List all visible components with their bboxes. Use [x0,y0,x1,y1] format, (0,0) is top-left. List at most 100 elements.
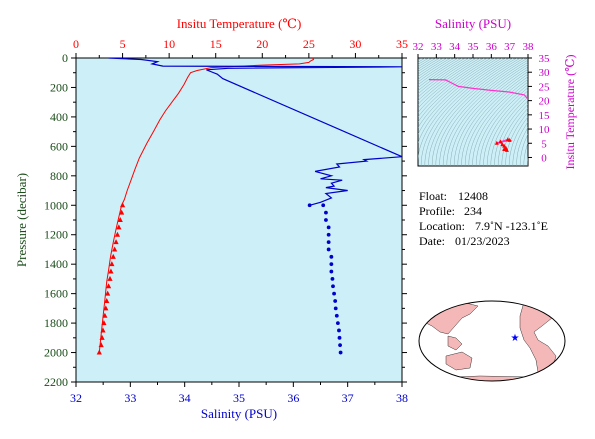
salinity-tick-label: 38 [396,391,408,405]
temperature-tick-label: 0 [73,37,79,51]
density-contour [418,58,455,83]
left-axis-title: Pressure (decibar) [14,173,29,267]
salinity-tick-label: 32 [70,391,82,405]
ts-salinity-tick-label: 34 [449,41,461,53]
density-contour [483,90,528,166]
density-contour [418,58,495,123]
float-location-star: ★ [511,333,520,344]
density-contour [418,58,459,86]
density-contour [523,142,528,166]
density-contour [418,58,466,92]
pressure-tick-label: 2200 [44,375,68,389]
ts-temp-tick-label: 5 [541,138,547,150]
top-axis-title: Insitu Temperature (℃) [177,16,302,31]
pressure-tick-label: 1200 [44,228,68,242]
plot-background [75,57,403,383]
salinity-marker [326,232,331,237]
salinity-marker [329,262,334,267]
salinity-marker [307,203,312,208]
temperature-marker [98,342,104,348]
density-contour [418,58,492,118]
density-contour [418,58,473,98]
salinity-marker [330,277,335,281]
temperature-marker [112,246,118,252]
salinity-marker [324,210,328,215]
density-contour [579,58,595,166]
ts-salinity-tick-label: 32 [413,41,424,53]
temperature-marker [101,320,107,326]
temperature-marker [113,239,119,245]
density-contour [418,58,448,77]
temperature-marker [96,349,102,355]
density-contour [418,58,477,101]
density-contour [418,58,488,113]
density-contour [418,58,451,80]
ts-marker [500,142,505,147]
salinity-marker [321,203,326,208]
density-contour [418,58,484,109]
salinity-marker [333,299,338,303]
salinity-marker [326,247,331,252]
pressure-tick-label: 1600 [44,287,68,301]
ts-salinity-tick-label: 37 [504,41,516,53]
density-contour [512,121,528,166]
salinity-tick-label: 34 [179,391,191,405]
salinity-tick-label: 33 [124,391,136,405]
temperature-marker [104,298,110,303]
world-map: ★ [418,300,566,382]
salinity-marker [337,335,342,340]
density-contour [497,104,528,166]
ts-temp-tick-label: 15 [539,110,551,122]
ts-marker [494,140,499,145]
profile-value: 234 [464,204,482,218]
ts-profile-line [428,79,528,100]
profile-label: Profile: [419,204,455,218]
density-contour [442,62,528,166]
density-contour [505,112,528,166]
ts-temp-tick-label: 20 [539,96,551,108]
density-contour [418,58,510,160]
density-contour [435,58,528,166]
density-contour [586,58,595,166]
density-contour [575,58,595,166]
density-contour [424,58,517,166]
float-label: Float: [419,189,447,203]
salinity-marker [332,291,336,296]
salinity-marker [338,350,343,355]
temperature-marker [105,290,111,296]
ts-temp-tick-label: 25 [539,81,551,93]
map-outline [418,300,566,382]
temperature-marker [102,312,108,318]
density-contour [418,58,470,95]
salinity-marker [334,313,339,318]
temperature-marker [99,334,105,340]
ts-diagram: 32 33 34 35 36 37 38 0 5 10 15 20 25 30 35 Salinity (P… [413,16,595,170]
ts-temp-tick-label: 10 [539,124,551,136]
density-contours [418,58,595,166]
ts-marker [502,143,507,148]
temperature-marker [103,305,109,311]
pressure-tick-label: 600 [50,139,68,153]
density-contour [418,58,462,88]
salinity-marker [329,269,334,274]
density-contour [472,81,528,166]
salinity-tick-label: 35 [233,391,245,405]
salinity-tick-label: 37 [342,391,354,405]
density-contour [418,58,499,128]
salinity-marker [324,218,328,222]
ts-salinity-tick-label: 35 [468,41,480,53]
temperature-tick-label: 25 [303,37,315,51]
ts-plot-background [417,57,529,167]
float-value: 12408 [458,189,488,203]
salinity-marker [333,306,338,311]
salinity-marker [335,321,340,325]
density-contour [519,133,528,166]
profile-series-group [96,58,402,355]
density-contour [590,58,595,166]
temperature-marker [108,268,114,274]
density-contour [446,64,528,166]
ts-axis-ticks [417,54,532,158]
location-value: 7.9˚N -123.1˚E [475,219,548,233]
ts-top-title: Salinity (PSU) [435,16,511,31]
